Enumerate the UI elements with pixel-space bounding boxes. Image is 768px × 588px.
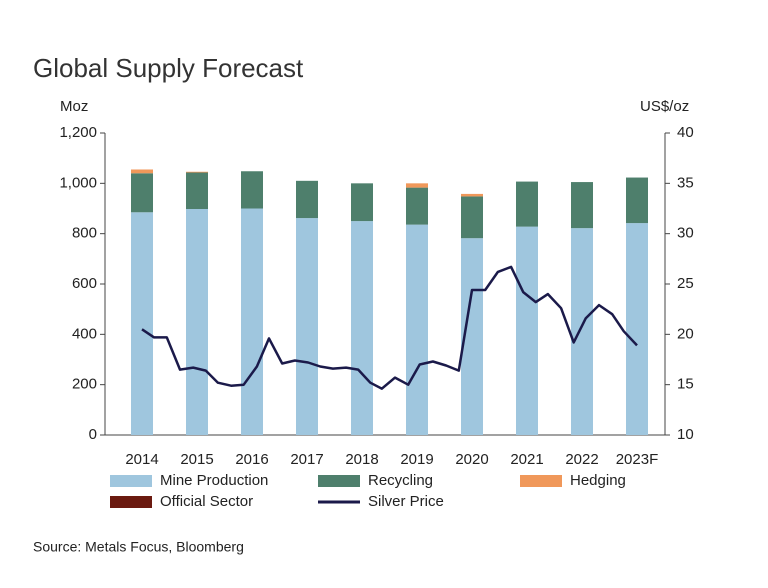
legend-label: Mine Production [160,472,268,489]
legend-label: Hedging [570,472,626,489]
x-tick-label: 2019 [400,451,433,468]
x-tick-label: 2023F [616,451,659,468]
y-tick-label: 600 [72,275,97,292]
y-tick-label: 1,200 [59,124,97,141]
legend-label: Official Sector [160,493,253,510]
y-tick-label: 1,000 [59,174,97,191]
bar-segment [461,196,483,239]
x-tick-label: 2020 [455,451,488,468]
x-tick-label: 2016 [235,451,268,468]
legend-swatch [318,475,360,487]
y2-tick-label: 40 [677,124,694,141]
y2-tick-label: 10 [677,426,694,443]
bar-segment [351,221,373,435]
bar-segment [241,208,263,435]
x-tick-label: 2017 [290,451,323,468]
chart-title: Global Supply Forecast [33,53,304,83]
x-tick-label: 2022 [565,451,598,468]
y2-tick-label: 15 [677,376,694,393]
bar-segment [516,226,538,435]
bar-segment [131,173,153,213]
bar-segment [186,172,208,210]
legend-label: Silver Price [368,493,444,510]
y-tick-label: 400 [72,325,97,342]
bar-segment [131,169,153,174]
y-tick-label: 200 [72,376,97,393]
legend-swatch [110,496,152,508]
bar-segment [241,171,263,209]
bar-segment [296,180,318,219]
legend-label: Recycling [368,472,433,489]
y-axis-label: Moz [60,98,88,115]
bar-segment [516,181,538,227]
y2-tick-label: 20 [677,325,694,342]
x-tick-label: 2014 [125,451,158,468]
y-tick-label: 800 [72,225,97,242]
x-tick-label: 2021 [510,451,543,468]
source-note: Source: Metals Focus, Bloomberg [33,539,244,555]
bar-segment [461,193,483,197]
y2-tick-label: 30 [677,225,694,242]
bar-segment [186,171,208,173]
x-tick-label: 2015 [180,451,213,468]
y2-tick-label: 35 [677,174,694,191]
y2-tick-label: 25 [677,275,694,292]
bar-segment [406,187,428,225]
bar-segment [296,218,318,435]
y-tick-label: 0 [89,426,97,443]
bar-segment [571,228,593,435]
legend-swatch [110,475,152,487]
bar-segment [626,177,648,224]
price-line [141,265,638,390]
y2-axis-label: US$/oz [640,98,689,115]
bar-segment [186,209,208,435]
bar-segment [406,224,428,435]
bar-segment [461,238,483,435]
x-tick-label: 2018 [345,451,378,468]
bar-segment [131,212,153,435]
bar-segment [406,183,428,188]
bar-segment [571,182,593,229]
bar-segment [351,183,373,222]
legend-swatch [520,475,562,487]
bar-segment [626,223,648,435]
